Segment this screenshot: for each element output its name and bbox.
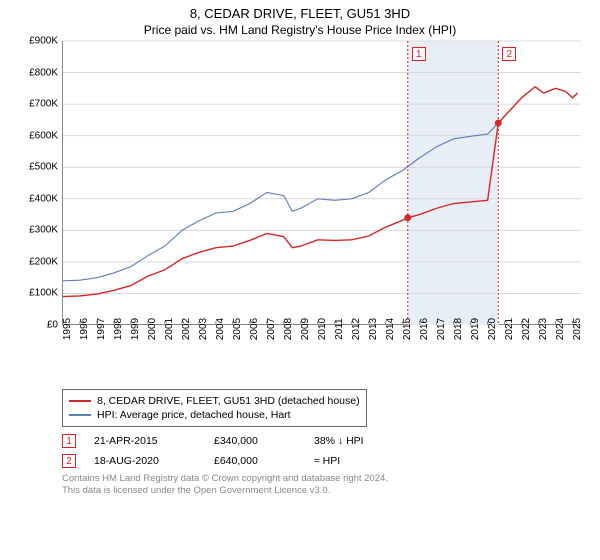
x-tick-label: 2017	[436, 318, 447, 340]
legend-swatch	[69, 400, 91, 402]
footer: Contains HM Land Registry data © Crown c…	[62, 473, 580, 498]
x-tick-label: 2013	[368, 318, 379, 340]
chart-subtitle: Price paid vs. HM Land Registry's House …	[0, 21, 600, 41]
event-date: 18-AUG-2020	[94, 455, 214, 467]
x-tick-label: 2012	[351, 318, 362, 340]
x-tick-label: 2023	[538, 318, 549, 340]
series-price_paid	[63, 87, 578, 297]
chart-container: 8, CEDAR DRIVE, FLEET, GU51 3HD Price pa…	[0, 0, 600, 560]
x-tick-label: 2007	[266, 318, 277, 340]
x-tick-label: 1999	[130, 318, 141, 340]
event-note: 38% ↓ HPI	[314, 435, 414, 447]
x-tick-label: 2004	[215, 318, 226, 340]
x-tick-label: 2018	[453, 318, 464, 340]
x-tick-label: 2014	[385, 318, 396, 340]
event-price: £640,000	[214, 455, 314, 467]
x-tick-label: 2003	[198, 318, 209, 340]
event-index: 1	[62, 434, 76, 448]
x-tick-label: 2005	[232, 318, 243, 340]
event-note: ≈ HPI	[314, 455, 414, 467]
x-tick-label: 1998	[113, 318, 124, 340]
y-tick-label: £600K	[29, 130, 58, 141]
event-marker-index: 2	[502, 47, 516, 61]
y-tick-label: £500K	[29, 162, 58, 173]
x-tick-label: 2015	[402, 318, 413, 340]
footer-line-1: Contains HM Land Registry data © Crown c…	[62, 473, 580, 485]
x-tick-label: 2011	[334, 318, 345, 340]
x-tick-label: 2019	[470, 318, 481, 340]
x-tick-label: 1995	[62, 318, 73, 340]
x-tick-label: 2025	[572, 318, 583, 340]
y-tick-label: £700K	[29, 99, 58, 110]
x-tick-label: 2002	[181, 318, 192, 340]
legend-swatch	[69, 414, 91, 416]
y-tick-label: £800K	[29, 67, 58, 78]
x-tick-label: 2006	[249, 318, 260, 340]
x-tick-label: 2022	[521, 318, 532, 340]
event-marker-index: 1	[412, 47, 426, 61]
x-tick-label: 2010	[317, 318, 328, 340]
event-index: 2	[62, 454, 76, 468]
chart-title: 8, CEDAR DRIVE, FLEET, GU51 3HD	[0, 0, 600, 21]
x-tick-label: 1997	[96, 318, 107, 340]
legend-label: HPI: Average price, detached house, Hart	[97, 409, 291, 421]
legend-row: 8, CEDAR DRIVE, FLEET, GU51 3HD (detache…	[69, 394, 360, 408]
chart-area: £0 £100K £200K £300K £400K £500K £600K £700K £80…	[20, 41, 580, 351]
event-row: 1 21-APR-2015£340,00038% ↓ HPI	[62, 431, 580, 451]
y-tick-label: £200K	[29, 256, 58, 267]
event-date: 21-APR-2015	[94, 435, 214, 447]
x-tick-label: 2008	[283, 318, 294, 340]
x-tick-label: 2024	[555, 318, 566, 340]
x-tick-label: 1996	[79, 318, 90, 340]
legend-label: 8, CEDAR DRIVE, FLEET, GU51 3HD (detache…	[97, 395, 360, 407]
y-tick-label: £900K	[29, 36, 58, 47]
footer-line-2: This data is licensed under the Open Gov…	[62, 485, 580, 497]
x-tick-label: 2020	[487, 318, 498, 340]
x-tick-label: 2001	[164, 318, 175, 340]
y-tick-label: £0	[47, 320, 58, 331]
x-tick-label: 2009	[300, 318, 311, 340]
x-tick-label: 2021	[504, 318, 515, 340]
plot-area: 12	[62, 41, 580, 325]
event-table: 1 21-APR-2015£340,00038% ↓ HPI 2 18-AUG-202…	[62, 431, 580, 471]
y-axis: £0 £100K £200K £300K £400K £500K £600K £700K £80…	[20, 41, 62, 351]
plot-svg	[63, 41, 581, 325]
event-price: £340,000	[214, 435, 314, 447]
y-tick-label: £400K	[29, 193, 58, 204]
y-tick-label: £100K	[29, 288, 58, 299]
legend-row: HPI: Average price, detached house, Hart	[69, 408, 360, 422]
legend: 8, CEDAR DRIVE, FLEET, GU51 3HD (detache…	[62, 389, 367, 427]
shaded-period	[408, 41, 499, 325]
event-marker-dot	[495, 120, 502, 127]
x-tick-label: 2000	[147, 318, 158, 340]
y-tick-label: £300K	[29, 225, 58, 236]
event-marker-dot	[404, 214, 411, 221]
event-row: 2 18-AUG-2020£640,000≈ HPI	[62, 451, 580, 471]
x-axis: 1995199619971998199920002001200220032004…	[62, 325, 580, 351]
x-tick-label: 2016	[419, 318, 430, 340]
